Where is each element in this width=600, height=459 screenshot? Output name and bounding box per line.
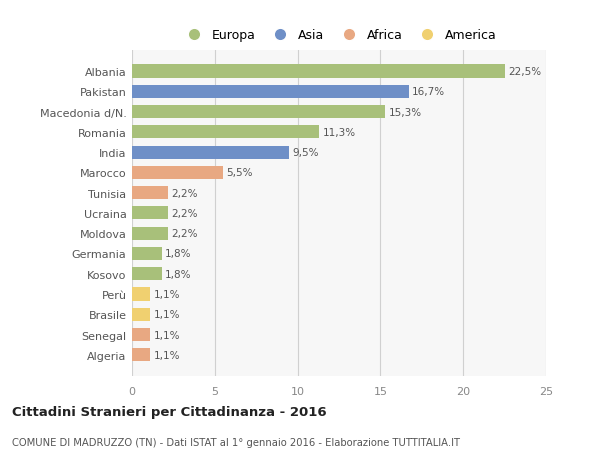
- Text: 2,2%: 2,2%: [172, 208, 198, 218]
- Text: 16,7%: 16,7%: [412, 87, 445, 97]
- Text: 5,5%: 5,5%: [226, 168, 253, 178]
- Text: 1,1%: 1,1%: [154, 309, 180, 319]
- Text: 1,8%: 1,8%: [165, 269, 191, 279]
- Bar: [132, 126, 319, 139]
- Text: COMUNE DI MADRUZZO (TN) - Dati ISTAT al 1° gennaio 2016 - Elaborazione TUTTITALI: COMUNE DI MADRUZZO (TN) - Dati ISTAT al …: [12, 437, 460, 447]
- Text: 1,1%: 1,1%: [154, 330, 180, 340]
- Text: 9,5%: 9,5%: [293, 148, 319, 158]
- Legend: Europa, Asia, Africa, America: Europa, Asia, Africa, America: [176, 24, 502, 47]
- Text: Cittadini Stranieri per Cittadinanza - 2016: Cittadini Stranieri per Cittadinanza - 2…: [12, 405, 326, 419]
- Bar: [132, 247, 162, 260]
- Bar: [132, 227, 169, 240]
- Bar: [132, 65, 505, 78]
- Bar: [132, 146, 289, 159]
- Text: 2,2%: 2,2%: [172, 229, 198, 239]
- Text: 15,3%: 15,3%: [389, 107, 422, 118]
- Bar: [132, 348, 150, 362]
- Text: 11,3%: 11,3%: [322, 128, 356, 138]
- Bar: [132, 106, 385, 119]
- Bar: [132, 187, 169, 200]
- Bar: [132, 268, 162, 280]
- Bar: [132, 328, 150, 341]
- Bar: [132, 288, 150, 301]
- Text: 2,2%: 2,2%: [172, 188, 198, 198]
- Bar: [132, 85, 409, 99]
- Bar: [132, 308, 150, 321]
- Text: 1,8%: 1,8%: [165, 249, 191, 259]
- Bar: [132, 207, 169, 220]
- Text: 22,5%: 22,5%: [508, 67, 541, 77]
- Text: 1,1%: 1,1%: [154, 289, 180, 299]
- Bar: [132, 167, 223, 179]
- Text: 1,1%: 1,1%: [154, 350, 180, 360]
